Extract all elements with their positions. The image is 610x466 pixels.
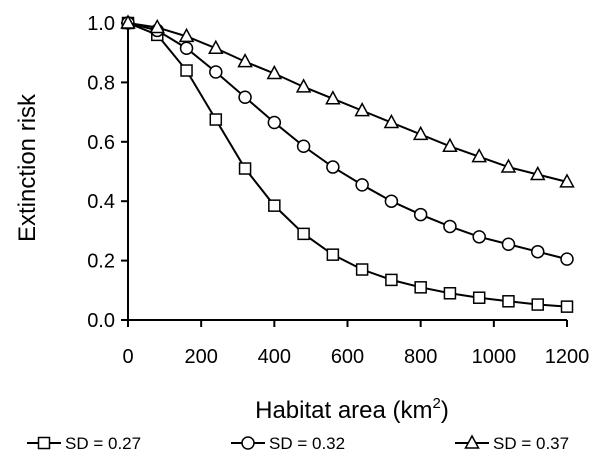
data-point-circle bbox=[560, 252, 574, 266]
x-tick-label: 1200 bbox=[545, 346, 590, 368]
data-point-triangle bbox=[120, 14, 136, 29]
legend-label: SD = 0.37 bbox=[493, 434, 569, 453]
data-point-circle bbox=[355, 178, 369, 192]
data-point-circle bbox=[384, 194, 399, 208]
y-tick-label: 0.4 bbox=[87, 191, 115, 213]
y-axis-title: Extinction risk bbox=[14, 93, 41, 242]
data-point-square bbox=[268, 199, 281, 212]
data-point-square bbox=[297, 227, 310, 241]
y-tick-label: 0.2 bbox=[87, 251, 115, 273]
x-axis-title-main: Habitat area (km bbox=[255, 397, 432, 424]
x-tick-label: 400 bbox=[258, 346, 291, 368]
data-point-triangle bbox=[529, 165, 546, 181]
data-point-square bbox=[502, 295, 515, 308]
data-point-triangle bbox=[295, 78, 312, 93]
legend-item: SD = 0.32 bbox=[231, 434, 345, 453]
x-axis-title: Habitat area (km2) bbox=[255, 395, 449, 424]
data-point-circle bbox=[326, 160, 340, 174]
data-point-square bbox=[443, 287, 457, 300]
data-point-circle bbox=[296, 139, 311, 154]
series-triangle bbox=[120, 14, 575, 188]
data-point-triangle bbox=[149, 18, 166, 34]
data-point-square bbox=[238, 162, 252, 175]
data-point-square bbox=[560, 300, 574, 313]
x-tick-label: 1000 bbox=[472, 346, 517, 368]
x-tick-label: 0 bbox=[122, 346, 133, 368]
data-point-triangle bbox=[354, 102, 370, 117]
data-point-circle bbox=[267, 115, 282, 130]
series-line-triangle bbox=[127, 22, 568, 183]
data-point-triangle bbox=[266, 64, 283, 80]
data-point-triangle bbox=[500, 158, 517, 173]
data-point-triangle bbox=[442, 137, 458, 153]
x-tick-label: 800 bbox=[404, 346, 437, 368]
x-ticks: 0 200 400 600 800 1000 1200 bbox=[122, 320, 589, 368]
data-point-square bbox=[326, 248, 340, 261]
y-tick-label: 0.6 bbox=[87, 132, 115, 154]
legend-marker-square bbox=[37, 436, 51, 450]
y-ticks: 0.0 0.2 0.4 0.6 0.8 1.0 bbox=[87, 13, 128, 332]
series-circle bbox=[121, 16, 574, 266]
legend: SD = 0.27 SD = 0.32 SD = 0.37 bbox=[27, 434, 569, 453]
legend-label: SD = 0.27 bbox=[65, 434, 141, 453]
legend-item: SD = 0.37 bbox=[455, 434, 569, 453]
data-point-square bbox=[414, 281, 427, 294]
series-group bbox=[120, 14, 575, 313]
data-point-circle bbox=[530, 244, 545, 259]
x-tick-label: 600 bbox=[331, 346, 364, 368]
y-tick-label: 1.0 bbox=[87, 13, 115, 35]
data-point-circle bbox=[238, 90, 252, 104]
x-axis-title-superscript: 2 bbox=[433, 395, 441, 412]
data-point-triangle bbox=[559, 173, 575, 188]
data-point-triangle bbox=[325, 90, 341, 105]
data-point-circle bbox=[472, 230, 486, 244]
series-line-square bbox=[127, 22, 568, 308]
series-square bbox=[121, 16, 574, 313]
data-point-circle bbox=[209, 65, 223, 79]
x-tick-label: 200 bbox=[184, 346, 217, 368]
data-point-square bbox=[209, 113, 223, 126]
axes: 0.0 0.2 0.4 0.6 0.8 1.0 0 200 400 600 800 1000 1200 bbox=[87, 13, 589, 368]
data-point-square bbox=[385, 273, 398, 287]
data-point-triangle bbox=[237, 53, 253, 68]
data-point-square bbox=[180, 64, 193, 77]
data-point-square bbox=[355, 263, 369, 276]
data-point-circle bbox=[501, 237, 516, 252]
legend-label: SD = 0.32 bbox=[269, 434, 345, 453]
data-point-circle bbox=[179, 41, 194, 55]
series-line-circle bbox=[127, 22, 568, 261]
legend-item: SD = 0.27 bbox=[27, 434, 141, 453]
legend-marker-triangle bbox=[464, 434, 480, 449]
legend-marker-circle bbox=[241, 436, 255, 450]
data-point-square bbox=[472, 291, 486, 304]
data-point-triangle bbox=[471, 148, 487, 163]
data-point-triangle bbox=[383, 113, 400, 129]
x-axis-title-suffix: ) bbox=[441, 397, 449, 424]
y-tick-label: 0.8 bbox=[87, 72, 115, 94]
data-point-circle bbox=[443, 219, 457, 234]
data-point-triangle bbox=[178, 27, 195, 43]
data-point-square bbox=[531, 298, 544, 311]
data-point-triangle bbox=[208, 39, 224, 54]
y-tick-label: 0.0 bbox=[87, 310, 115, 332]
data-point-circle bbox=[413, 207, 428, 222]
data-point-triangle bbox=[412, 125, 429, 141]
